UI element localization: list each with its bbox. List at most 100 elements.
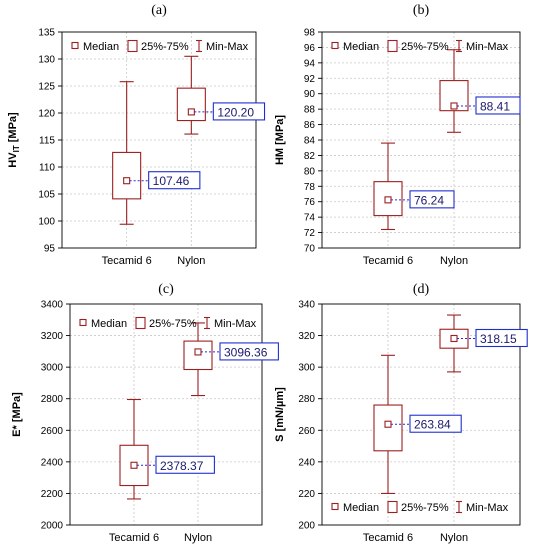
x-category-label: Nylon (440, 532, 468, 544)
legend-iqr-label: 25%-75% (401, 502, 449, 514)
annotation-box (475, 96, 521, 115)
box-tecamid-6: 107.46 (112, 81, 201, 225)
median-marker (384, 196, 392, 204)
legend-iqr-icon (127, 39, 138, 53)
y-tick-label: 200 (298, 521, 315, 532)
median-marker (450, 334, 458, 343)
iqr-box (112, 151, 142, 200)
median-value-label: 318.15 (480, 332, 517, 346)
median-value-label: 88.41 (480, 99, 510, 113)
legend-range-label: Min-Max (206, 41, 249, 53)
legend: Median 25%-75% Min-Max (331, 500, 509, 514)
x-category-label: Tecamid 6 (109, 532, 159, 544)
chart-panel-1: (a) 95 100 105 110 115 120 125 130 135 HVIT [MPa] T… (7, 3, 266, 267)
y-tick-label: 98 (304, 28, 316, 39)
x-category-label: Nylon (184, 532, 212, 544)
y-axis-label: S [mN/µm] (274, 387, 286, 442)
y-tick-label: 94 (304, 58, 316, 69)
legend-median-label: Median (343, 41, 379, 53)
panel-label: (c) (158, 282, 174, 297)
median-marker (194, 348, 202, 356)
median-value-label: 76.24 (414, 193, 444, 207)
legend-iqr-icon (135, 316, 146, 330)
annotation-box (475, 328, 528, 348)
x-category-label: Tecamid 6 (363, 532, 413, 544)
y-tick-label: 130 (38, 55, 55, 66)
legend-range-label: Min-Max (466, 41, 509, 53)
y-tick-label: 280 (298, 394, 315, 405)
y-tick-label: 96 (304, 43, 316, 54)
y-tick-label: 90 (304, 89, 316, 100)
median-value-label: 107.46 (153, 174, 190, 188)
y-tick-label: 240 (298, 457, 315, 468)
y-tick-label: 86 (304, 120, 316, 131)
y-tick-label: 82 (304, 151, 316, 162)
y-tick-label: 2400 (41, 457, 64, 468)
box-nylon: 120.20 (176, 55, 266, 135)
legend-median-icon (71, 41, 79, 50)
x-category-label: Nylon (177, 255, 205, 267)
median-value-label: 3096.36 (224, 345, 268, 359)
y-tick-label: 220 (298, 489, 315, 500)
y-tick-label: 120 (38, 109, 55, 120)
legend-median-icon (331, 502, 339, 511)
y-tick-label: 70 (304, 244, 316, 255)
y-tick-label: 2600 (41, 426, 64, 437)
legend-median-icon (331, 41, 339, 50)
legend-median-label: Median (91, 318, 127, 330)
y-tick-label: 95 (44, 244, 56, 255)
legend-iqr-label: 25%-75% (401, 41, 449, 53)
y-tick-label: 3200 (41, 331, 64, 342)
annotation-box (155, 455, 215, 474)
legend-iqr-icon (387, 500, 398, 514)
box-nylon: 88.41 (439, 49, 521, 133)
annotation-box (148, 171, 201, 190)
y-tick-label: 88 (304, 105, 316, 116)
legend-range-label: Min-Max (466, 502, 509, 514)
legend-iqr-icon (387, 39, 398, 53)
y-tick-label: 3400 (41, 300, 64, 311)
chart-panel-3: (c) 2000 2200 2400 2600 2800 3000 3200 3400 E* [M… (11, 282, 279, 544)
box-nylon: 318.15 (439, 314, 528, 373)
median-marker (384, 420, 392, 428)
x-category-label: Tecamid 6 (363, 255, 413, 267)
y-tick-label: 105 (38, 190, 55, 201)
legend-median-label: Median (83, 41, 119, 53)
y-tick-label: 2200 (41, 489, 64, 500)
y-tick-label: 300 (298, 363, 315, 374)
y-tick-label: 72 (304, 228, 316, 239)
y-tick-label: 125 (38, 82, 55, 93)
legend-iqr-label: 25%-75% (149, 318, 197, 330)
panel-label: (b) (413, 3, 430, 18)
plot-frame (321, 303, 521, 526)
y-axis-label: E* [MPa] (11, 392, 23, 437)
y-tick-label: 76 (304, 197, 316, 208)
y-tick-label: 115 (39, 136, 55, 147)
box-tecamid-6: 76.24 (373, 142, 455, 231)
legend-iqr-label: 25%-75% (141, 41, 189, 53)
x-category-label: Nylon (440, 255, 468, 267)
legend-median-label: Median (343, 502, 379, 514)
y-axis-label: HVIT [MPa] (7, 112, 21, 168)
box-tecamid-6: 263.84 (373, 354, 462, 494)
legend-range-label: Min-Max (214, 318, 257, 330)
median-marker (187, 108, 195, 116)
y-tick-label: 92 (304, 74, 316, 85)
legend: Median 25%-75% Min-Max (331, 39, 509, 53)
y-tick-label: 100 (38, 217, 55, 228)
y-tick-label: 2800 (41, 394, 64, 405)
iqr-box (373, 404, 403, 452)
y-tick-label: 2000 (41, 521, 64, 532)
y-axis-label: HM [MPa] (274, 115, 286, 165)
legend: Median 25%-75% Min-Max (71, 39, 249, 53)
x-category-label: Tecamid 6 (102, 255, 152, 267)
annotation-box (219, 342, 279, 361)
legend-median-icon (79, 318, 87, 327)
y-tick-label: 80 (304, 166, 316, 177)
y-tick-label: 84 (304, 136, 316, 147)
median-marker (450, 102, 458, 110)
median-value-label: 263.84 (414, 418, 451, 432)
panel-label: (d) (413, 282, 430, 297)
y-tick-label: 320 (298, 331, 315, 342)
